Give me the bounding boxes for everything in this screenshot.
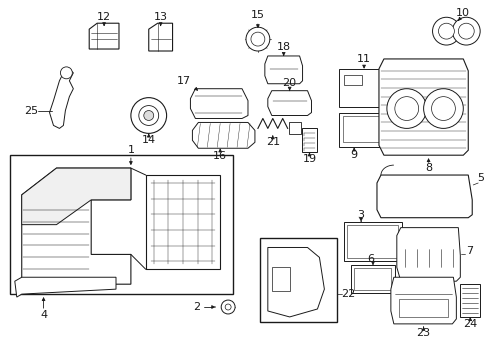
Text: 20: 20 [283,78,297,88]
Text: 9: 9 [350,150,358,160]
Bar [344,222,402,261]
Bar [354,268,391,290]
Bar [260,238,337,322]
Bar [339,69,394,107]
Polygon shape [397,228,460,281]
Text: 19: 19 [302,154,317,164]
Text: 17: 17 [176,76,191,86]
Circle shape [60,67,73,79]
Circle shape [221,300,235,314]
Circle shape [458,23,474,39]
Circle shape [424,89,464,129]
Circle shape [144,111,154,121]
Circle shape [246,27,270,51]
Polygon shape [268,91,312,116]
Polygon shape [301,129,318,152]
Text: 23: 23 [416,328,431,338]
Circle shape [251,32,265,46]
Text: 6: 6 [368,255,374,264]
Text: 1: 1 [127,145,134,155]
Bar [399,299,448,317]
Bar [10,155,233,294]
Bar [347,225,398,258]
Circle shape [439,23,454,39]
Text: 12: 12 [97,12,111,22]
Bar [343,117,389,142]
Text: 18: 18 [277,42,291,52]
Text: 11: 11 [357,54,371,64]
Text: 7: 7 [466,247,473,256]
Polygon shape [89,23,119,49]
Bar [272,267,290,291]
Polygon shape [149,23,172,51]
Text: 5: 5 [477,173,484,183]
Polygon shape [191,89,248,118]
Text: 22: 22 [341,289,356,299]
Text: 10: 10 [456,8,470,18]
Text: 2: 2 [193,302,200,312]
Circle shape [452,17,480,45]
Circle shape [131,98,167,133]
Text: 4: 4 [40,310,47,320]
Text: 15: 15 [251,10,265,20]
Polygon shape [193,122,255,148]
Circle shape [395,96,418,121]
Polygon shape [377,175,472,218]
Bar [289,122,300,134]
Polygon shape [22,168,131,284]
Text: 21: 21 [266,137,280,147]
Polygon shape [460,284,480,317]
Text: 24: 24 [463,319,477,329]
Text: 25: 25 [24,105,38,116]
Polygon shape [22,168,131,225]
Text: 8: 8 [425,163,432,173]
Text: 13: 13 [154,12,168,22]
Circle shape [432,96,455,121]
Text: 3: 3 [358,210,365,220]
Text: 14: 14 [142,135,156,145]
Polygon shape [268,247,324,317]
Polygon shape [49,69,74,129]
Bar [339,113,394,147]
Polygon shape [15,277,116,297]
Circle shape [139,105,159,125]
Circle shape [433,17,460,45]
Polygon shape [265,56,302,84]
Bar [146,175,220,269]
Bar [344,75,362,85]
Polygon shape [379,59,468,155]
Polygon shape [391,277,456,324]
Bar [351,265,395,293]
Circle shape [387,89,427,129]
Circle shape [225,304,231,310]
Text: 16: 16 [213,151,227,161]
